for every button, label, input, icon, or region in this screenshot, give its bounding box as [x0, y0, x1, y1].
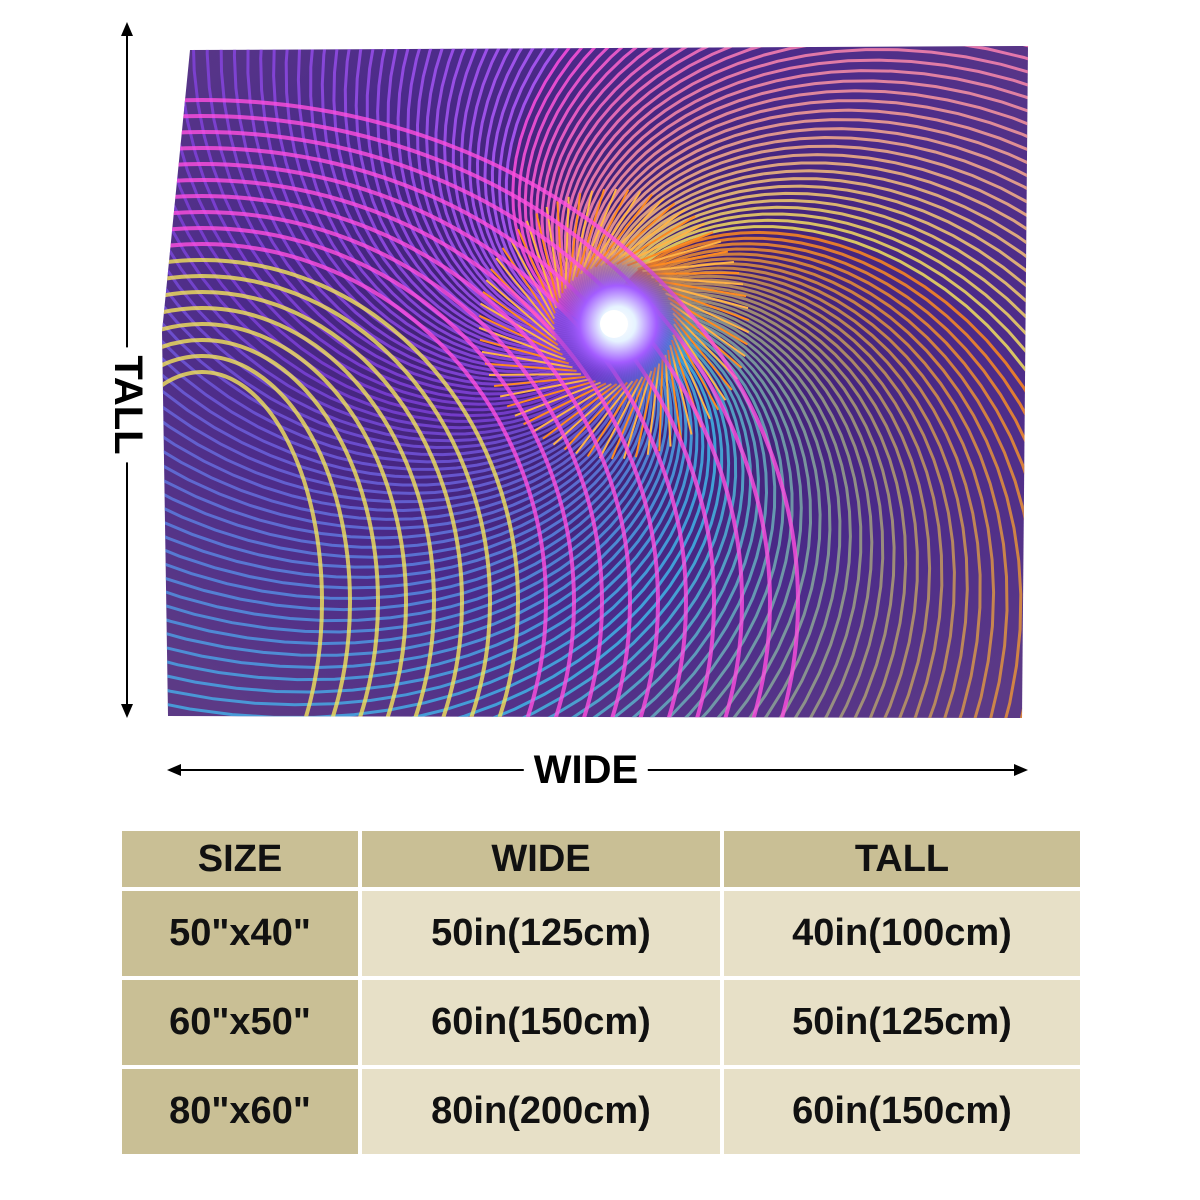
- spiral-inner-rib: [480, 302, 561, 351]
- left-sweep-arc: [162, 210, 604, 718]
- spiral-inner-rib: [599, 197, 665, 267]
- spiral-inner-rib: [571, 190, 594, 281]
- left-sweep-arc: [162, 274, 492, 718]
- left-sweep-arc: [162, 290, 464, 718]
- left-sweep-arc: [162, 322, 408, 718]
- spiral-inner-rib: [517, 228, 556, 314]
- left-sweep-arc: [162, 370, 324, 718]
- wide-cell: 80in(200cm): [362, 1069, 720, 1154]
- spiral-inner-rib: [575, 189, 606, 278]
- spiral-inner-rib: [501, 247, 555, 325]
- left-sweep-arc: [162, 162, 688, 718]
- tall-cell: 50in(125cm): [724, 980, 1080, 1065]
- left-sweep-arc: [162, 354, 352, 718]
- spiral-inner-rib: [584, 189, 630, 272]
- spiral-inner-rib: [564, 196, 570, 289]
- spiral-inner-rib: [594, 193, 653, 268]
- spiral-inner-rib: [506, 380, 596, 408]
- left-sweep-arc: [162, 98, 800, 718]
- header-tall: TALL: [724, 831, 1080, 887]
- left-sweep-arc: [162, 114, 772, 718]
- table-row: 50"x40" 50in(125cm) 40in(100cm): [122, 891, 1080, 976]
- tall-cell: 60in(150cm): [724, 1069, 1080, 1154]
- spiral-inner-rib: [523, 382, 607, 426]
- table-row: 80"x60" 80in(200cm) 60in(150cm): [122, 1069, 1080, 1154]
- spiral-inner-rib: [485, 279, 557, 341]
- header-size: SIZE: [122, 831, 358, 887]
- spiral-inner-rib: [495, 257, 556, 331]
- size-cell: 50"x40": [122, 891, 358, 976]
- wide-cell: 50in(125cm): [362, 891, 720, 976]
- spiral-inner-rib: [580, 188, 618, 275]
- wide-cell: 60in(150cm): [362, 980, 720, 1065]
- header-wide: WIDE: [362, 831, 720, 887]
- size-table: SIZE WIDE TALL 50"x40" 50in(125cm) 40in(…: [118, 827, 1084, 1158]
- spiral-inner-rib: [545, 206, 561, 299]
- left-sweep-arc: [162, 258, 520, 718]
- tall-cell: 40in(100cm): [724, 891, 1080, 976]
- left-sweep-arc: [162, 242, 548, 718]
- spiral-inner-rib: [567, 193, 582, 285]
- spiral-artwork: [162, 46, 1028, 718]
- spiral-inner-rib: [479, 338, 570, 365]
- left-sweep-arc: [162, 226, 576, 718]
- spiral-inner-rib: [493, 375, 586, 387]
- spiral-inner-rib: [508, 237, 556, 320]
- blanket-image: [162, 42, 1030, 722]
- wide-label: WIDE: [523, 750, 649, 790]
- left-sweep-arc: [162, 130, 744, 718]
- spiral-inner-rib: [484, 362, 577, 372]
- table-row: 60"x50" 60in(150cm) 50in(125cm): [122, 980, 1080, 1065]
- spiral-inner-rib: [482, 290, 559, 346]
- spiral-inner-rib: [499, 378, 591, 398]
- tall-label: TALL: [106, 347, 150, 463]
- spiral-inner-rib: [488, 373, 581, 376]
- size-cell: 80"x60": [122, 1069, 358, 1154]
- spiral-inner-rib: [535, 213, 559, 304]
- left-sweep-arc: [162, 338, 380, 718]
- left-sweep-arc: [162, 306, 436, 718]
- left-sweep-arc: [162, 178, 660, 718]
- left-sweep-arc: [162, 146, 716, 718]
- size-cell: 60"x50": [122, 980, 358, 1065]
- spiral-inner-rib: [481, 350, 573, 369]
- left-sweep-arc: [162, 194, 632, 718]
- spiral-inner-rib: [478, 314, 563, 356]
- table-header-row: SIZE WIDE TALL: [122, 831, 1080, 887]
- spiral-inner-rib: [514, 381, 602, 417]
